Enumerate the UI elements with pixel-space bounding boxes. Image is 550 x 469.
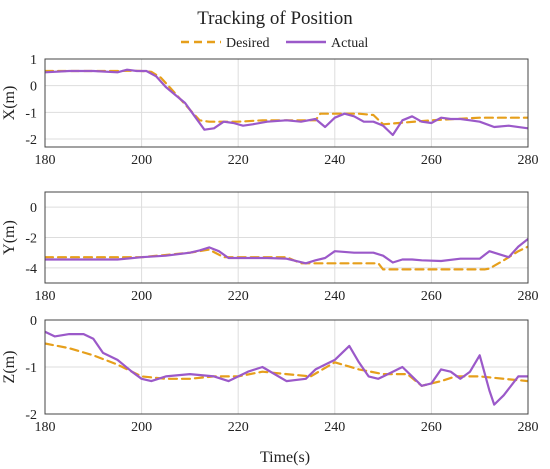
legend-label-desired: Desired bbox=[226, 36, 270, 51]
y-tick-label: 0 bbox=[30, 80, 37, 95]
plot-frame bbox=[44, 319, 529, 415]
y-tick-label: -4 bbox=[25, 262, 37, 277]
x-tick-label: 260 bbox=[421, 420, 442, 435]
y-tick-label: -1 bbox=[25, 106, 37, 121]
plot-frame bbox=[44, 58, 529, 148]
x-tick-label: 200 bbox=[131, 420, 152, 435]
x-axis-label: Time(s) bbox=[260, 449, 310, 466]
y-axis-label: Y(m) bbox=[1, 220, 18, 255]
series-actual-line bbox=[45, 330, 528, 406]
x-tick-label: 260 bbox=[421, 153, 442, 168]
series-desired-line bbox=[45, 69, 528, 126]
series-desired-line bbox=[45, 342, 528, 387]
x-tick-label: 260 bbox=[421, 289, 442, 304]
y-tick-label: 0 bbox=[30, 201, 37, 216]
y-tick-label: 0 bbox=[30, 314, 37, 329]
x-tick-label: 180 bbox=[35, 289, 56, 304]
y-tick-label: -2 bbox=[25, 408, 37, 423]
chart-title: Tracking of Position bbox=[197, 8, 353, 29]
x-tick-label: 280 bbox=[518, 153, 539, 168]
x-tick-label: 180 bbox=[35, 153, 56, 168]
y-tick-label: -1 bbox=[25, 361, 37, 376]
x-tick-label: 200 bbox=[131, 153, 152, 168]
y-position-subplot: 180 200 220 240 260 280 0 -2 -4 Y(m) bbox=[1, 191, 539, 304]
legend-label-actual: Actual bbox=[331, 36, 368, 51]
x-tick-label: 280 bbox=[518, 289, 539, 304]
x-tick-label: 220 bbox=[228, 289, 249, 304]
series-actual-line bbox=[45, 68, 528, 137]
x-tick-label: 200 bbox=[131, 289, 152, 304]
x-tick-label: 240 bbox=[324, 420, 345, 435]
x-tick-label: 240 bbox=[324, 153, 345, 168]
x-tick-label: 280 bbox=[518, 420, 539, 435]
x-tick-label: 240 bbox=[324, 289, 345, 304]
plot-frame bbox=[44, 191, 529, 284]
y-tick-label: -2 bbox=[25, 232, 37, 247]
x-tick-label: 220 bbox=[228, 153, 249, 168]
subplots: 180 200 220 240 260 280 1 0 -1 -2 X(m) 180 200 220 240… bbox=[1, 53, 539, 435]
legend: Desired Actual bbox=[181, 36, 368, 51]
y-axis-label: Z(m) bbox=[1, 351, 18, 384]
x-tick-label: 180 bbox=[35, 420, 56, 435]
y-axis-label: X(m) bbox=[1, 86, 18, 121]
z-position-subplot: 180 200 220 240 260 280 0 -1 -2 Z(m) bbox=[1, 314, 539, 435]
x-tick-label: 220 bbox=[228, 420, 249, 435]
y-tick-label: -2 bbox=[25, 133, 37, 148]
y-tick-label: 1 bbox=[30, 53, 37, 68]
series-actual-line bbox=[45, 237, 528, 265]
x-position-subplot: 180 200 220 240 260 280 1 0 -1 -2 X(m) bbox=[1, 53, 539, 168]
